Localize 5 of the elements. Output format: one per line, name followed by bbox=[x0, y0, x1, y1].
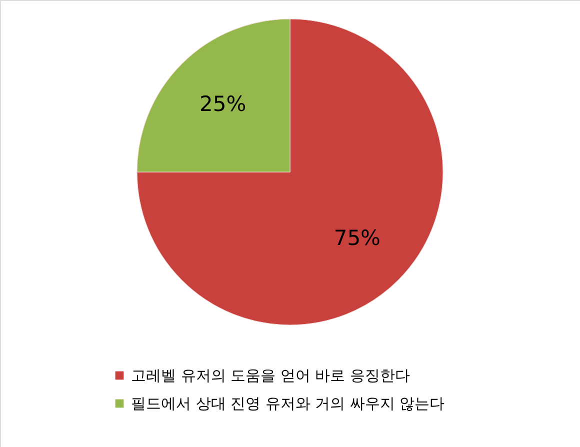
pie-slice bbox=[136, 18, 444, 326]
legend-label: 고레벨 유저의 도움을 얻어 바로 응징한다 bbox=[131, 366, 410, 384]
data-label: 75% bbox=[334, 226, 381, 250]
data-label: 25% bbox=[199, 92, 246, 116]
legend-label: 필드에서 상대 진영 유저와 거의 싸우지 않는다 bbox=[131, 394, 445, 412]
